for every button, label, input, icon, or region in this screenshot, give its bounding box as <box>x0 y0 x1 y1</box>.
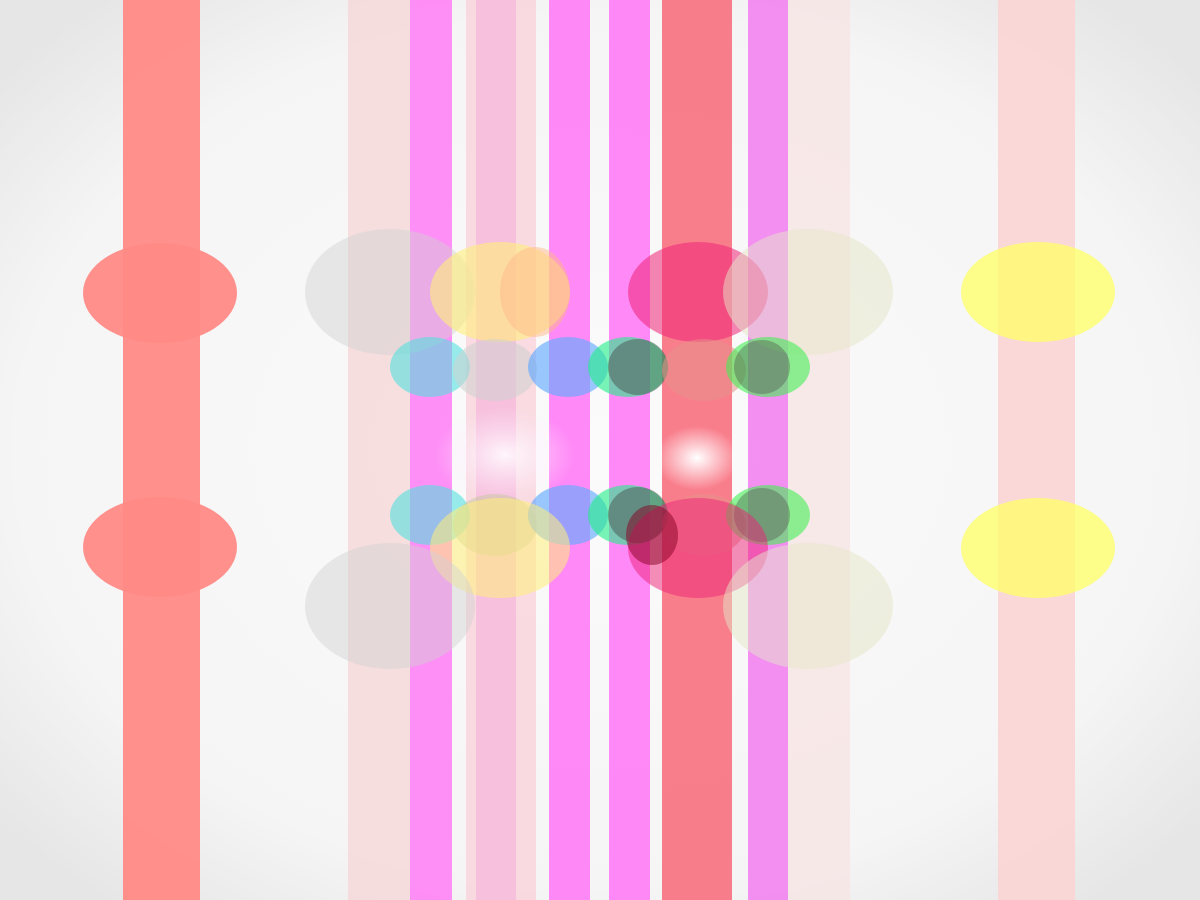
central-glows <box>435 407 739 503</box>
bottom-ellipses <box>83 497 1115 669</box>
dot-gray-u2 <box>453 339 537 401</box>
upper-small-ellipses <box>390 337 810 401</box>
dot-dark-u6 <box>734 340 790 394</box>
ellipse-gray-top-right <box>723 229 893 355</box>
ellipse-dark-red-bottom <box>626 505 678 565</box>
bar-salmon-left <box>123 0 200 900</box>
ellipse-salmon-top <box>83 243 237 343</box>
ellipse-salmon-top-mid <box>500 247 570 337</box>
bar-magenta-3 <box>609 0 650 900</box>
ellipse-yellow-bottom-right <box>961 498 1115 598</box>
dot-blue-u3 <box>528 337 608 397</box>
glow-left <box>435 407 575 503</box>
ellipse-salmon-bottom <box>83 497 237 597</box>
top-ellipses <box>83 229 1115 355</box>
bar-magenta-4 <box>748 0 788 900</box>
ellipse-yellow-top-right <box>961 242 1115 342</box>
bar-pale-pink-1 <box>348 0 410 900</box>
dot-dark-u4 <box>608 339 668 395</box>
bar-pale-pink-3 <box>788 0 850 900</box>
ellipse-yellow-bottom-1 <box>430 498 570 598</box>
bar-pale-pink-right <box>998 0 1075 900</box>
dot-cyan-u1 <box>390 337 470 397</box>
ellipse-gray-bottom-left <box>305 543 475 669</box>
dot-green-u6 <box>726 337 810 397</box>
dot-green-u4 <box>588 337 668 397</box>
ellipse-gray-top-left <box>305 229 475 355</box>
ellipse-gray-bottom-right <box>723 543 893 669</box>
dot-salmon-u5 <box>662 339 746 401</box>
glow-right <box>655 426 739 490</box>
